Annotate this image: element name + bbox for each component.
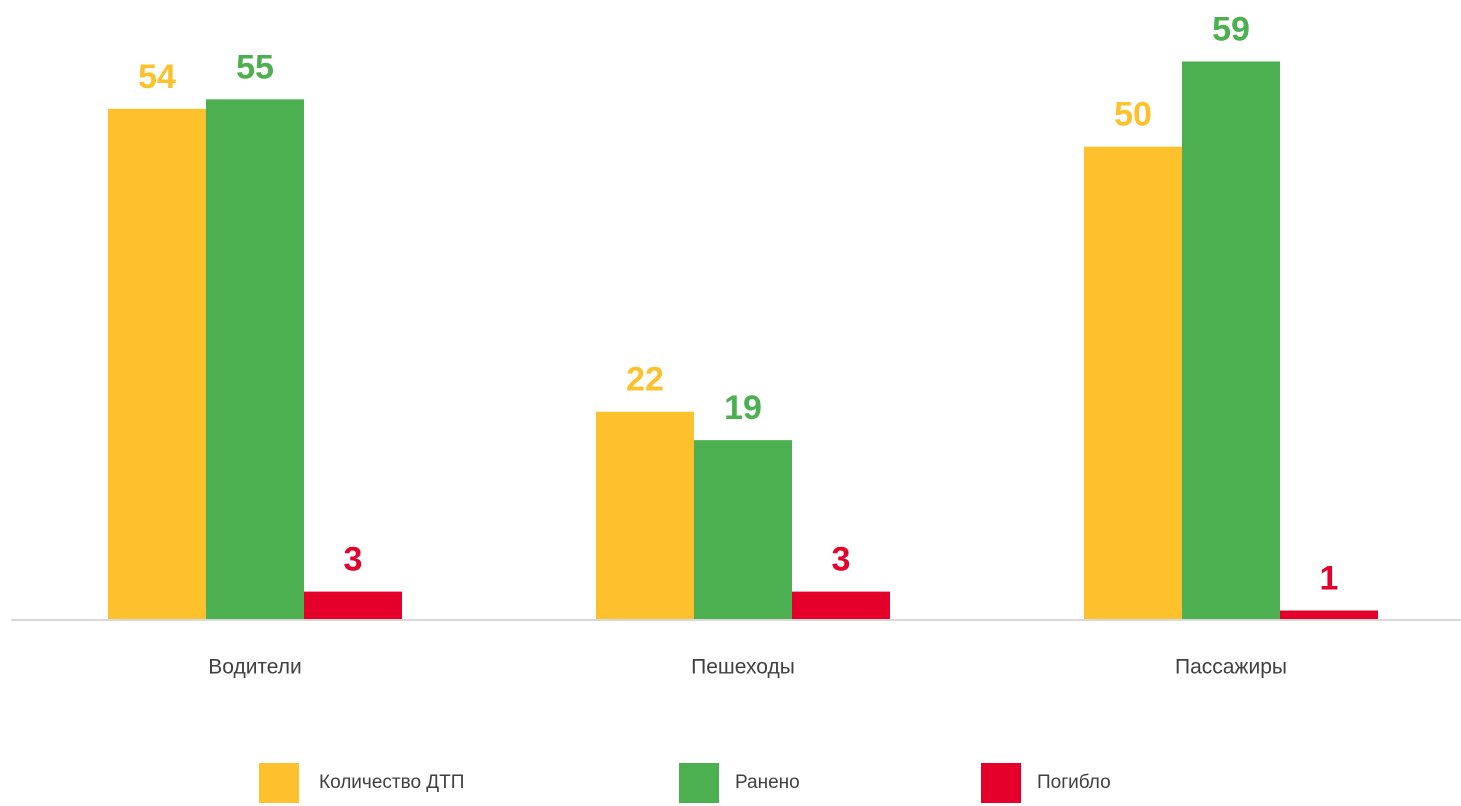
bar bbox=[206, 99, 304, 621]
value-label: 55 bbox=[236, 48, 274, 86]
bar bbox=[596, 411, 694, 620]
value-label: 50 bbox=[1114, 96, 1152, 134]
x-tick-label: Пассажиры bbox=[1175, 656, 1287, 679]
value-label: 59 bbox=[1212, 10, 1250, 48]
legend-swatch bbox=[679, 763, 719, 803]
legend-label: Погибло bbox=[1037, 772, 1111, 793]
legend-swatch bbox=[259, 763, 299, 803]
legend-swatch bbox=[981, 763, 1021, 803]
value-label: 3 bbox=[344, 541, 363, 579]
legend-label: Ранено bbox=[735, 772, 800, 793]
bar bbox=[792, 591, 890, 620]
value-label: 3 bbox=[832, 541, 851, 579]
value-label: 19 bbox=[724, 389, 762, 427]
x-tick-label: Водители bbox=[208, 656, 302, 679]
value-label: 54 bbox=[138, 58, 176, 96]
value-label: 1 bbox=[1320, 560, 1339, 598]
bar bbox=[304, 591, 402, 620]
bar bbox=[1280, 610, 1378, 620]
bar bbox=[694, 440, 792, 620]
bar bbox=[1182, 61, 1280, 620]
bar bbox=[1084, 146, 1182, 620]
bar bbox=[108, 108, 206, 621]
legend-label: Количество ДТП bbox=[319, 772, 464, 793]
value-label: 22 bbox=[626, 361, 664, 399]
x-tick-label: Пешеходы bbox=[691, 656, 795, 679]
